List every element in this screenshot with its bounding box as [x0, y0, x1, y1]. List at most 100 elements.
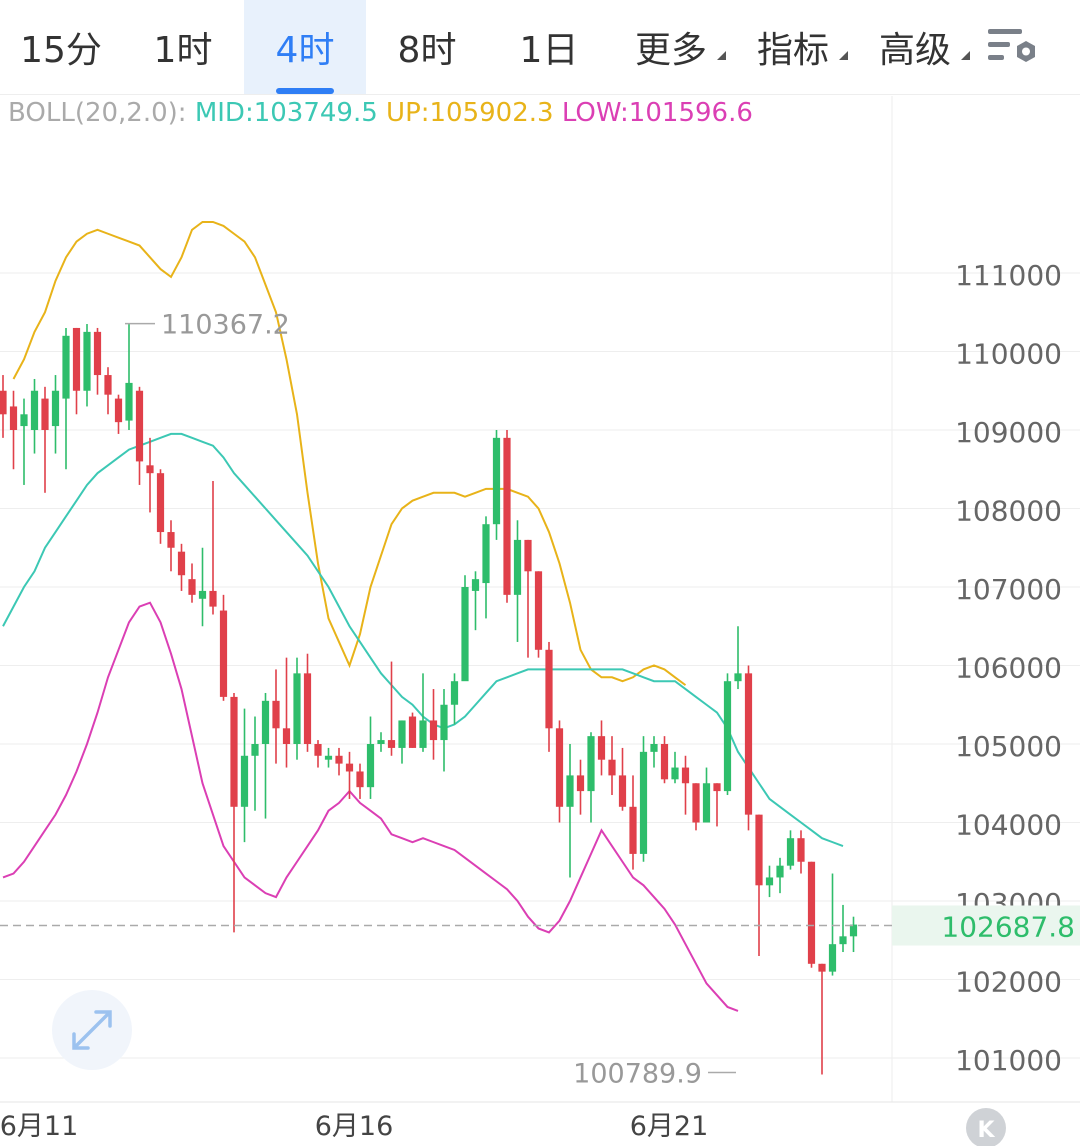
- candle-up: [461, 587, 469, 682]
- candle-up: [366, 744, 375, 788]
- expand-button[interactable]: [52, 990, 132, 1070]
- candle-up: [639, 751, 648, 854]
- candle-down: [534, 571, 543, 650]
- candle-down: [818, 963, 826, 972]
- candle-up: [828, 944, 837, 972]
- dropdown-triangle-icon: [717, 51, 726, 60]
- tab-advanced[interactable]: 高级: [854, 0, 976, 94]
- candle-up: [20, 414, 28, 427]
- k-label: K: [977, 1118, 995, 1143]
- candle-down: [156, 473, 165, 533]
- candle-up: [419, 720, 427, 748]
- y-tick-label: 111000: [955, 259, 1062, 292]
- candle-down: [177, 551, 186, 576]
- boll-low: LOW:101596.6: [561, 98, 753, 128]
- candle-down: [230, 696, 238, 807]
- candle-up: [849, 924, 858, 937]
- candle-up: [471, 579, 480, 591]
- candle-down: [555, 728, 564, 807]
- candle-up: [293, 673, 301, 744]
- current-price-tag: [892, 905, 1080, 946]
- y-tick-label: 109000: [955, 416, 1062, 449]
- candle-up: [786, 838, 795, 866]
- tab-label: 1日: [519, 30, 579, 71]
- candle-down: [282, 728, 291, 744]
- tab-more[interactable]: 更多: [610, 0, 732, 94]
- min-price-label: 100789.9: [573, 1058, 702, 1089]
- candle-down: [618, 775, 627, 807]
- candle-up: [450, 681, 459, 705]
- y-tick-label: 104000: [955, 809, 1062, 842]
- candle-down: [335, 755, 343, 764]
- candle-down: [104, 375, 112, 395]
- candle-up: [776, 865, 784, 878]
- x-tick-label: 6月11: [0, 1111, 78, 1142]
- y-tick-label: 101000: [955, 1044, 1062, 1077]
- active-tab-indicator: [276, 88, 334, 94]
- candle-down: [692, 783, 700, 823]
- y-tick-label: 108000: [955, 495, 1062, 528]
- candle-down: [93, 331, 102, 376]
- candle-down: [167, 532, 175, 548]
- max-price-label: 110367.2: [161, 310, 290, 341]
- boll-up: UP:105902.3: [386, 98, 554, 128]
- tab-indicators[interactable]: 指标: [732, 0, 854, 94]
- candle-up: [587, 736, 595, 792]
- expand-icon: [72, 1010, 112, 1050]
- tab-15min[interactable]: 15分: [0, 0, 122, 94]
- candle-down: [303, 673, 312, 744]
- candle-up: [513, 539, 522, 595]
- candle-down: [356, 771, 364, 788]
- timeframe-tabs: 15分 1时 4时 8时 1日 更多 指标 高级: [0, 0, 1080, 95]
- candle-down: [408, 716, 417, 748]
- chart-settings-button[interactable]: [976, 0, 1052, 94]
- candle-up: [765, 877, 774, 886]
- k-button[interactable]: K: [966, 1108, 1006, 1146]
- candle-up: [492, 437, 501, 525]
- candle-up: [566, 775, 574, 807]
- tab-label: 高级: [878, 30, 951, 71]
- candle-up: [198, 590, 207, 599]
- x-tick-label: 6月16: [315, 1111, 394, 1142]
- boll-legend: BOLL(20,2.0): MID:103749.5 UP:105902.3 L…: [8, 98, 753, 128]
- tab-label: 更多: [634, 30, 707, 71]
- y-tick-label: 102000: [955, 966, 1062, 999]
- tab-label: 15分: [20, 30, 102, 71]
- candle-down: [0, 390, 7, 415]
- candle-up: [839, 936, 847, 945]
- candle-down: [272, 700, 280, 729]
- candle-up: [702, 783, 711, 823]
- candle-down: [807, 861, 816, 964]
- chart-settings-icon: [988, 29, 1035, 62]
- candle-down: [314, 744, 322, 756]
- y-tick-label: 106000: [955, 652, 1062, 685]
- candle-down: [713, 783, 721, 792]
- tab-label: 1时: [153, 30, 213, 71]
- x-tick-label: 6月21: [630, 1111, 709, 1142]
- candle-down: [629, 806, 637, 854]
- candle-down: [797, 838, 805, 862]
- candle-down: [429, 720, 438, 741]
- candle-up: [251, 744, 259, 756]
- candle-up: [83, 331, 91, 391]
- candle-down: [524, 539, 532, 572]
- y-tick-label: 105000: [955, 730, 1062, 763]
- candle-down: [755, 814, 763, 886]
- tab-label: 8时: [397, 30, 457, 71]
- y-tick-label: 110000: [955, 338, 1062, 371]
- candle-up: [671, 767, 679, 780]
- candle-down: [608, 759, 616, 776]
- candle-down: [660, 744, 669, 780]
- candle-up: [30, 390, 39, 430]
- tab-8h[interactable]: 8时: [366, 0, 488, 94]
- tab-4h[interactable]: 4时: [244, 0, 366, 94]
- tab-1h[interactable]: 1时: [122, 0, 244, 94]
- candle-down: [345, 763, 354, 772]
- candle-down: [744, 673, 753, 815]
- candle-up: [377, 740, 385, 744]
- boll-lower-line: [2, 601, 739, 1012]
- boll-upper-line: [12, 220, 687, 686]
- tab-1d[interactable]: 1日: [488, 0, 610, 94]
- boll-name: BOLL(20,2.0):: [8, 98, 187, 128]
